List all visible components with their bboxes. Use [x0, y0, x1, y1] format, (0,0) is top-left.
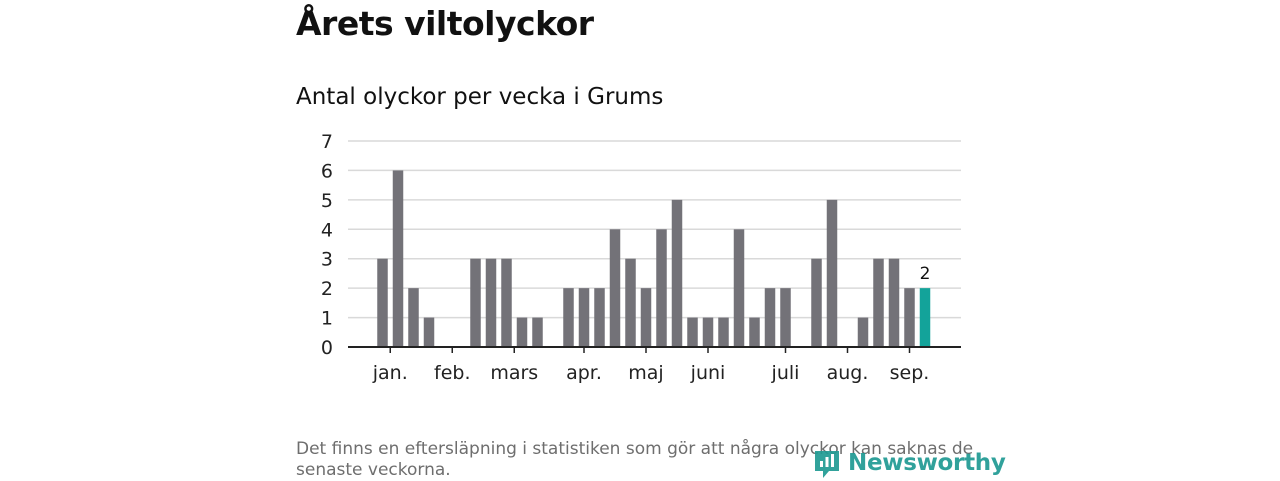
x-tick-label: feb. [434, 362, 470, 384]
bar [780, 288, 791, 347]
newsworthy-logo-icon [815, 451, 839, 478]
newsworthy-logo[interactable]: Newsworthy [812, 445, 1006, 481]
bar [501, 258, 512, 347]
bar [718, 317, 729, 347]
bar [578, 288, 590, 347]
bar [826, 199, 838, 347]
bar [392, 170, 404, 347]
x-tick-label: jan. [372, 362, 408, 384]
bar [749, 317, 760, 347]
y-tick-label: 4 [321, 219, 333, 241]
bar [888, 258, 900, 347]
bar [857, 317, 869, 347]
chart-subtitle: Antal olyckor per vecka i Grums [296, 84, 664, 110]
bar [873, 258, 884, 347]
bar [625, 258, 636, 347]
bar [594, 288, 605, 347]
bar [702, 317, 714, 347]
bar [408, 288, 419, 347]
x-tick-label: juli [771, 362, 800, 384]
x-tick-label: sep. [890, 362, 930, 384]
bar-highlight [919, 288, 931, 347]
chart-title: Årets viltolyckor [296, 4, 594, 43]
bar [516, 317, 528, 347]
footnote: Det finns en eftersläpning i statistiken… [296, 439, 974, 480]
y-tick-label: 3 [321, 249, 333, 271]
y-tick-label: 7 [321, 131, 333, 153]
bar [811, 258, 822, 347]
x-tick-label: apr. [566, 362, 602, 384]
bar [485, 258, 497, 347]
y-tick-label: 1 [321, 308, 333, 330]
x-tick-label: mars [490, 362, 538, 384]
brand-name: Newsworthy [848, 450, 1006, 476]
y-tick-label: 2 [321, 278, 333, 300]
bar [764, 288, 776, 347]
bar [687, 317, 698, 347]
x-tick-label: aug. [827, 362, 869, 384]
bar [377, 258, 388, 347]
bar [640, 288, 652, 347]
bar [563, 288, 574, 347]
bar [671, 199, 683, 347]
bar [656, 229, 667, 347]
x-tick-label: maj [628, 362, 663, 384]
bar [609, 229, 621, 347]
data-label: 2 [920, 264, 931, 284]
bar [423, 317, 435, 347]
bar [733, 229, 745, 347]
y-tick-label: 0 [321, 337, 333, 359]
bar [470, 258, 481, 347]
bar [904, 288, 915, 347]
y-tick-label: 6 [321, 160, 333, 182]
x-tick-label: juni [690, 362, 726, 384]
bar [532, 317, 543, 347]
y-tick-label: 5 [321, 190, 333, 212]
